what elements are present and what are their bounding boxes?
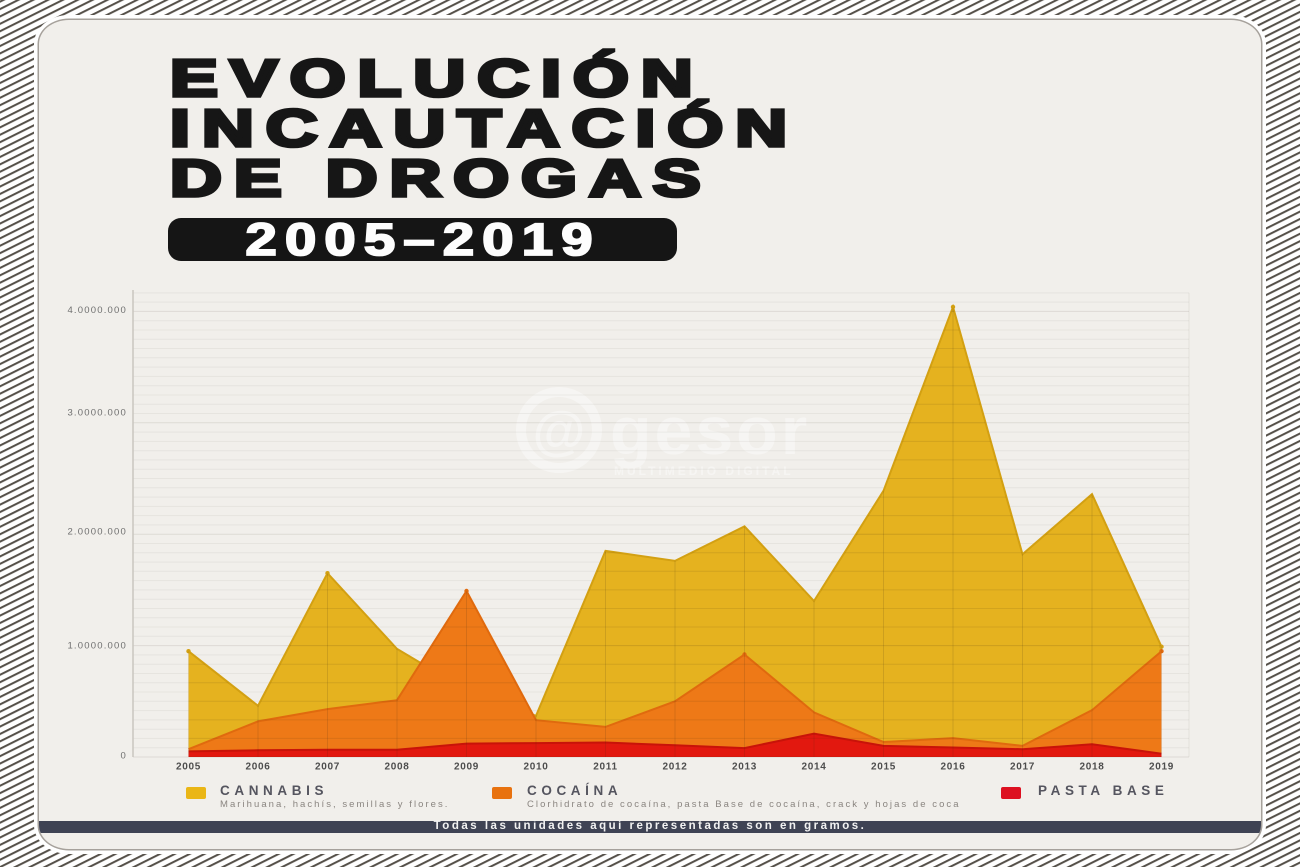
- svg-text:2008: 2008: [384, 762, 409, 773]
- svg-text:2.0000.000: 2.0000.000: [67, 527, 127, 538]
- svg-text:2018: 2018: [1079, 762, 1104, 773]
- svg-text:0: 0: [121, 751, 127, 762]
- svg-text:3.0000.000: 3.0000.000: [67, 408, 127, 419]
- svg-text:1.0000.000: 1.0000.000: [67, 641, 127, 652]
- svg-text:2009: 2009: [454, 762, 479, 773]
- svg-text:2017: 2017: [1010, 762, 1035, 773]
- svg-text:2007: 2007: [315, 762, 340, 773]
- svg-text:2012: 2012: [662, 762, 687, 773]
- svg-text:2011: 2011: [593, 762, 618, 773]
- svg-text:@: @: [533, 401, 586, 461]
- svg-text:2013: 2013: [732, 762, 757, 773]
- svg-text:2014: 2014: [801, 762, 826, 773]
- svg-text:4.0000.000: 4.0000.000: [67, 305, 127, 316]
- svg-text:2019: 2019: [1149, 762, 1174, 773]
- svg-text:2006: 2006: [245, 762, 270, 773]
- svg-text:2010: 2010: [523, 762, 548, 773]
- svg-text:2005: 2005: [176, 762, 201, 773]
- svg-text:2016: 2016: [940, 762, 965, 773]
- svg-text:2015: 2015: [871, 762, 896, 773]
